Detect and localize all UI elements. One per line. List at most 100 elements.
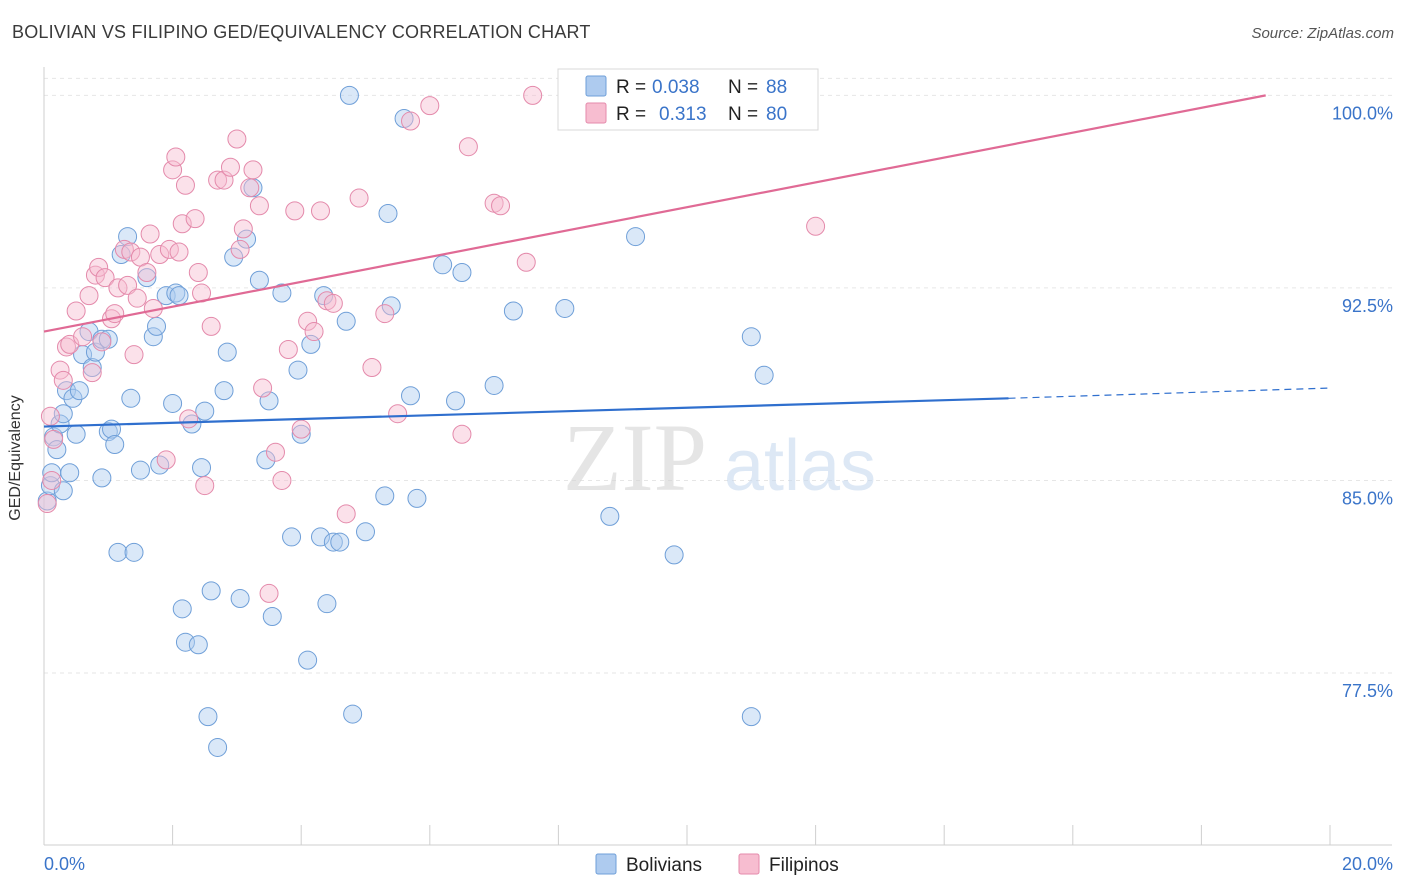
stats-legend-swatch-bolivians	[585, 75, 607, 97]
stats-n-label-bolivians: N =	[728, 77, 758, 98]
filipino-point-0	[37, 494, 57, 514]
bolivian-point-87	[741, 327, 761, 347]
filipino-point-71	[458, 137, 478, 157]
y-tick-label-2: 92.5%	[1342, 296, 1393, 316]
bolivian-point-39	[182, 414, 202, 434]
bolivian-point-64	[317, 594, 337, 614]
filipino-point-1	[40, 406, 60, 426]
filipino-point-47	[233, 219, 253, 239]
stats-n-label-filipinos: N =	[728, 104, 758, 125]
filipino-point-52	[259, 583, 279, 603]
watermark-atlas: atlas	[724, 426, 876, 506]
bolivian-point-48	[224, 247, 244, 267]
bolivian-point-35	[166, 283, 186, 303]
bolivian-point-69	[343, 704, 363, 724]
y-tick-label-0: 77.5%	[1342, 681, 1393, 701]
chart-title: BOLIVIAN VS FILIPINO GED/EQUIVALENCY COR…	[12, 22, 591, 42]
y-tick-label-1: 85.0%	[1342, 488, 1393, 508]
y-tick-label-3: 100.0%	[1332, 103, 1393, 123]
bolivian-point-15	[82, 357, 102, 377]
bolivian-point-31	[147, 316, 167, 336]
filipino-point-46	[230, 239, 250, 259]
filipino-point-4	[50, 360, 70, 380]
bolivian-point-70	[356, 522, 375, 542]
filipino-point-26	[140, 224, 160, 244]
stats-legend: R = 0.038 N = 88 R = 0.313 N = 80	[557, 68, 819, 131]
filipino-point-9	[73, 327, 93, 347]
filipino-point-62	[323, 293, 343, 313]
filipino-point-77	[806, 216, 826, 236]
filipino-point-53	[265, 442, 285, 462]
bolivian-point-42	[195, 401, 215, 421]
filipino-point-54	[272, 470, 292, 490]
filipino-point-45	[227, 129, 247, 149]
filipino-point-65	[362, 357, 382, 377]
watermark: ZIP atlas	[563, 404, 876, 511]
bolivian-point-28	[130, 460, 150, 480]
filipino-point-40	[195, 476, 215, 496]
filipinos-points	[37, 85, 826, 603]
bolivians-trend-line	[43, 397, 1009, 428]
bolivian-point-4	[47, 440, 67, 460]
stats-n-value-filipinos: 80	[766, 104, 787, 125]
filipino-point-5	[53, 370, 73, 390]
filipino-point-68	[401, 111, 421, 131]
bolivian-point-55	[262, 607, 282, 627]
bolivian-point-65	[323, 532, 343, 552]
bolivian-point-46	[214, 381, 234, 401]
bolivian-point-75	[401, 386, 421, 406]
bolivian-point-25	[118, 227, 138, 247]
filipino-point-67	[388, 404, 408, 424]
filipino-point-42	[208, 170, 228, 190]
filipino-point-29	[156, 450, 176, 470]
bolivian-point-29	[137, 268, 157, 288]
bolivian-point-22	[105, 435, 125, 455]
bolivian-point-67	[336, 311, 356, 331]
bolivian-point-68	[339, 85, 359, 105]
bolivian-point-88	[754, 365, 774, 385]
filipino-point-22	[124, 345, 144, 365]
series-legend: Bolivians Filipinos	[595, 853, 839, 876]
axes	[43, 67, 1392, 846]
trend-lines	[43, 94, 1331, 428]
bolivian-point-84	[626, 227, 646, 247]
bolivians-points	[37, 85, 774, 757]
bolivian-point-71	[375, 486, 395, 506]
filipino-point-31	[163, 160, 183, 180]
filipino-point-35	[175, 175, 195, 195]
stats-r-label-bolivians: R =	[616, 77, 646, 98]
filipino-point-38	[188, 263, 208, 283]
bolivian-point-59	[291, 424, 311, 444]
bolivian-point-49	[230, 589, 250, 609]
filipino-point-41	[201, 316, 221, 336]
bolivian-point-86	[741, 707, 761, 727]
filipinos-trend-line	[43, 94, 1266, 333]
bolivian-point-26	[121, 388, 141, 408]
filipino-point-64	[349, 188, 369, 208]
stats-r-value-bolivians: 0.038	[652, 77, 700, 98]
filipino-point-21	[121, 242, 141, 262]
bolivian-point-9	[60, 463, 80, 483]
filipino-point-3	[44, 429, 64, 449]
bolivians-trend-extension	[1008, 387, 1331, 399]
legend-label-filipinos: Filipinos	[769, 855, 839, 876]
filipino-point-59	[304, 322, 324, 342]
bolivian-point-57	[282, 527, 302, 547]
filipino-point-6	[57, 337, 77, 357]
legend-swatch-bolivians	[595, 853, 617, 875]
filipino-point-49	[243, 160, 263, 180]
bolivian-point-37	[172, 599, 192, 619]
bolivian-point-32	[150, 455, 170, 475]
bolivian-point-18	[92, 468, 112, 488]
bolivian-point-27	[124, 542, 144, 562]
filipino-point-55	[278, 340, 298, 360]
stats-r-label-filipinos: R =	[616, 104, 646, 125]
bolivian-point-52	[249, 270, 269, 290]
bolivian-point-34	[163, 393, 183, 413]
filipino-point-28	[150, 245, 170, 265]
bolivian-point-78	[446, 391, 466, 411]
stats-n-value-bolivians: 88	[766, 77, 787, 98]
filipino-point-44	[220, 157, 240, 177]
filipino-point-32	[166, 147, 186, 167]
